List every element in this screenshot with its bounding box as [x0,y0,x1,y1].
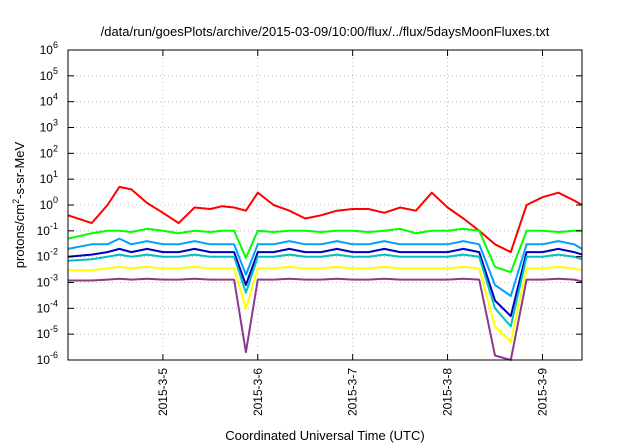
y-tick-label: 10-5 [37,324,58,341]
series-line-4 [67,247,583,318]
y-tick-label: 105 [40,66,58,83]
series-line-7 [68,277,583,361]
series-line-1 [67,185,583,254]
y-tick-label: 104 [40,92,58,109]
y-axis-label: protons/cm2-s-sr-MeV [11,141,27,268]
y-tick-label: 10-1 [37,221,58,238]
x-tick-label: 2015-3-5 [156,368,170,416]
series-group [67,185,583,361]
x-tick-label: 2015-3-6 [251,368,265,416]
grid [68,50,582,360]
x-axis-label: Coordinated Universal Time (UTC) [225,428,424,443]
y-axis: 10-6 10-5 10-4 10-3 10-2 10-1 100 101 102 103 104 1… [37,40,582,367]
x-tick-label: 2015-3-9 [535,368,549,416]
y-tick-label: 10-6 [37,350,58,367]
y-tick-label: 106 [40,40,58,57]
y-tick-label: 10-3 [37,273,58,290]
x-tick-label: 2015-3-7 [346,368,360,416]
chart-title: /data/run/goesPlots/archive/2015-03-09/1… [101,24,550,39]
x-axis: 2015-3-5 2015-3-6 2015-3-7 2015-3-8 2015-3-9 [156,50,549,416]
y-tick-label: 100 [40,195,58,212]
y-tick-label: 10-4 [37,298,58,315]
series-line-2 [67,227,582,274]
series-line-6 [68,265,583,343]
x-tick-label: 2015-3-8 [441,368,455,416]
series-line-3 [67,237,583,297]
series-line-5 [67,253,583,328]
y-tick-label: 101 [40,169,58,186]
y-tick-label: 102 [40,143,58,160]
y-tick-label: 10-2 [37,247,58,264]
y-tick-label: 103 [40,118,58,135]
